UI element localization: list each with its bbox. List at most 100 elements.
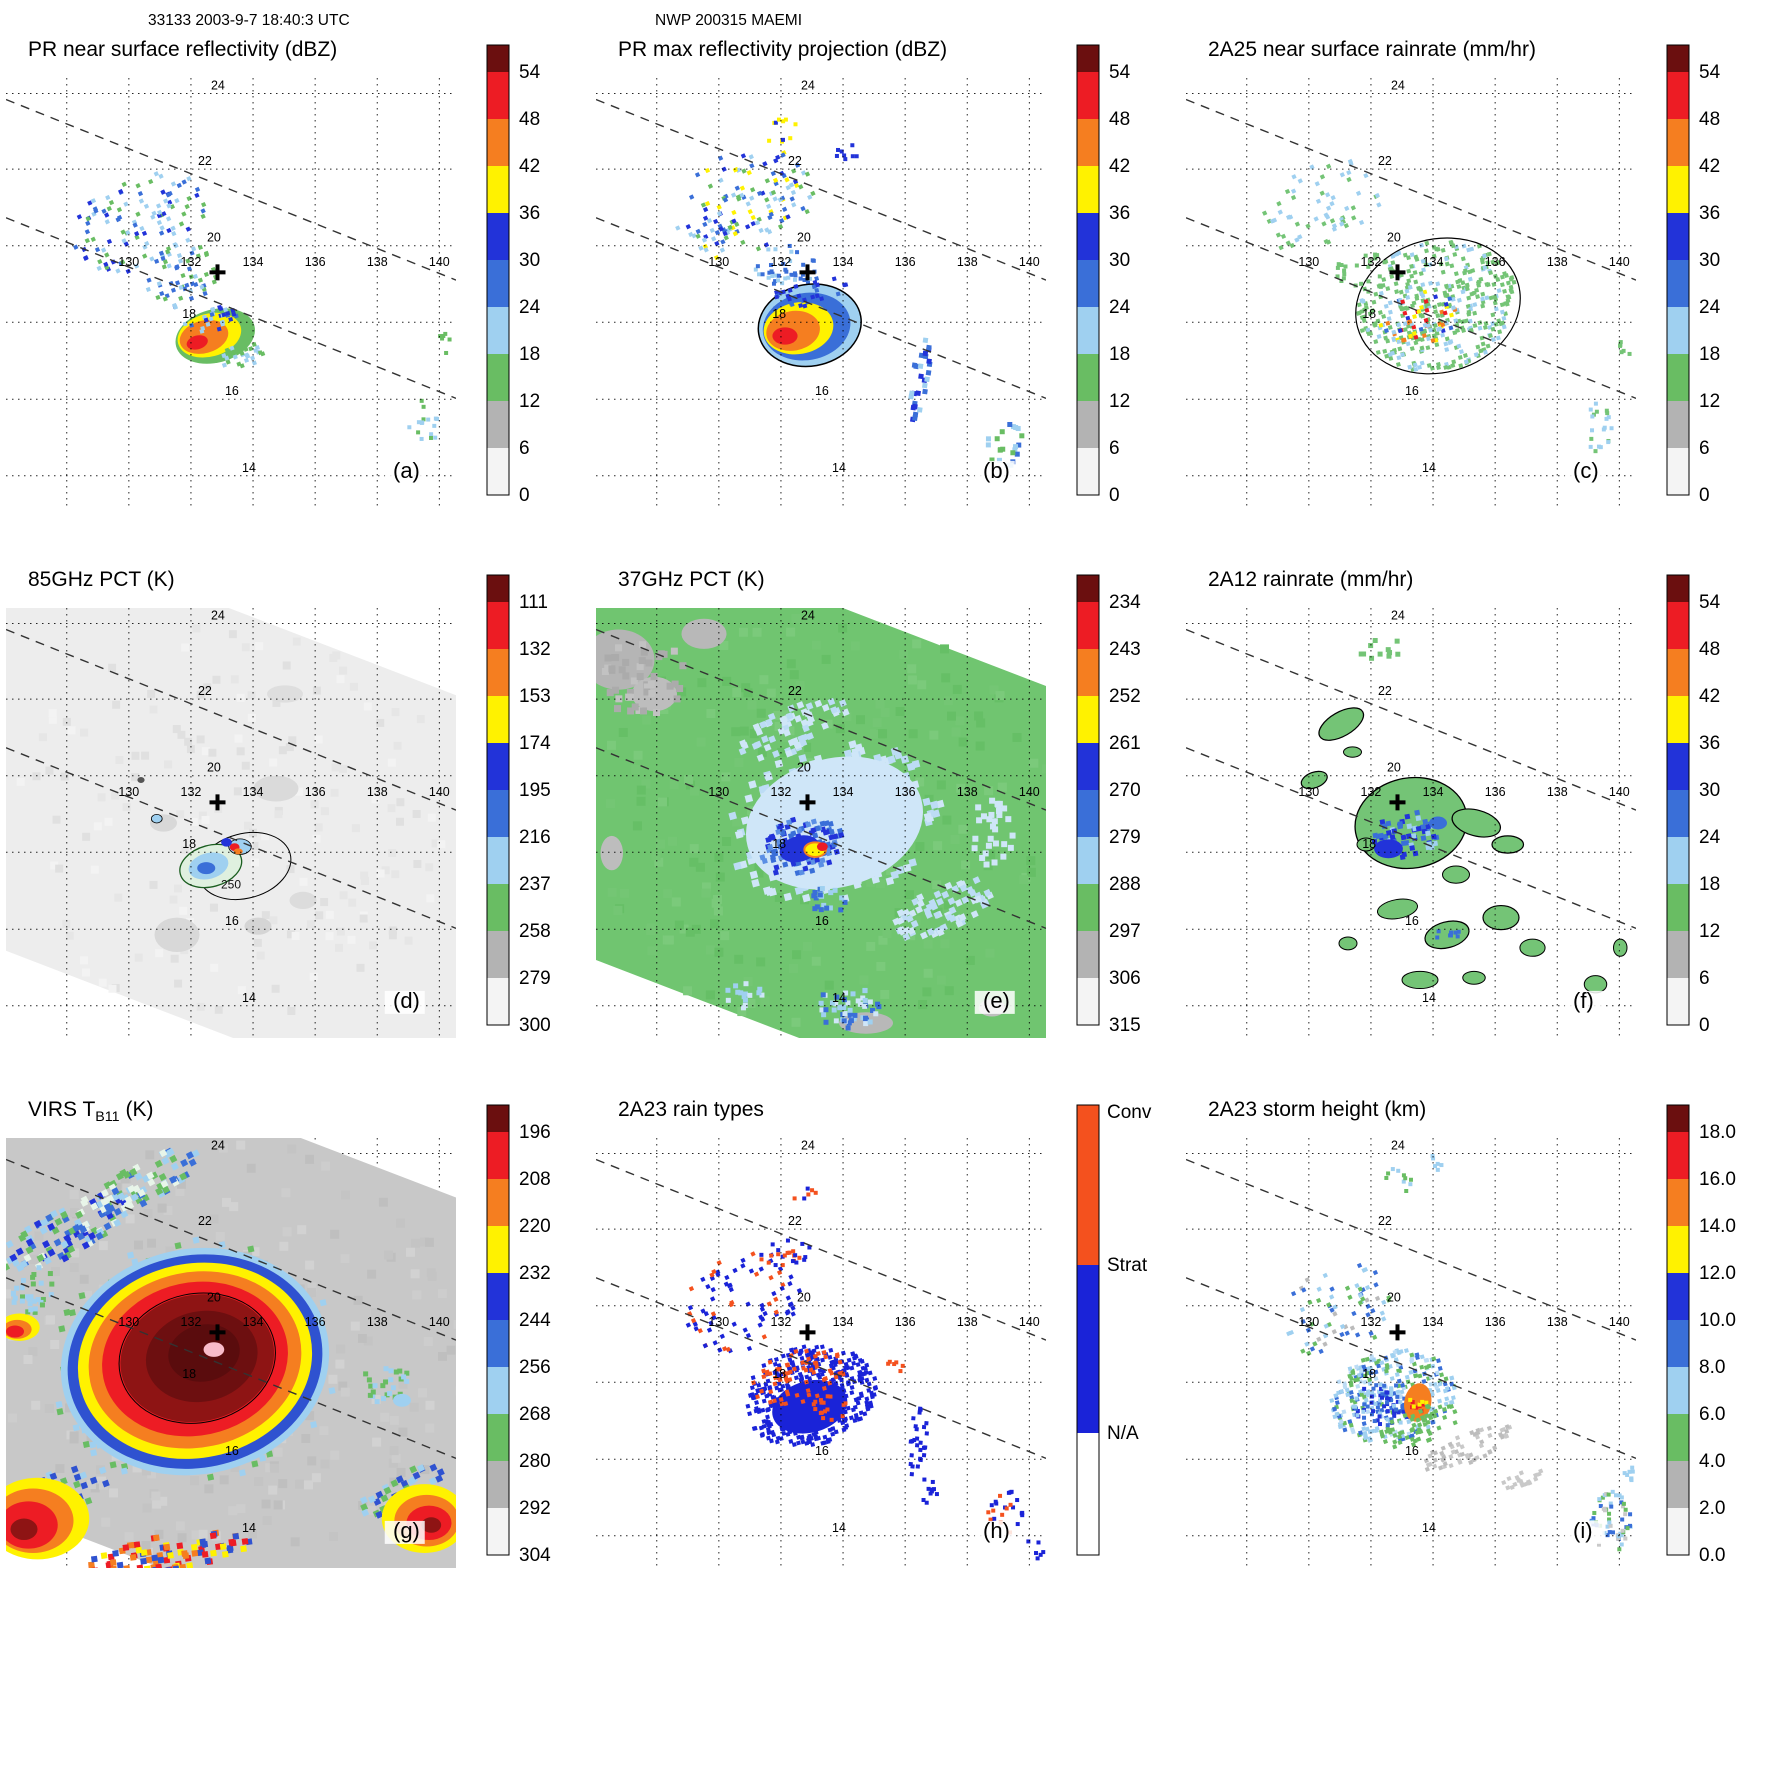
- colorbar-tick-label: N/A: [1107, 1423, 1139, 1444]
- lat-label: 22: [1378, 684, 1392, 698]
- lat-label: 16: [225, 914, 239, 928]
- lat-label: 24: [801, 1138, 815, 1152]
- map-canvas: 130 132 134 136 138 140 24 22 20 18 16 14 (c): [1186, 78, 1636, 508]
- lat-label: 24: [801, 78, 815, 92]
- colorbar-tick-label: 48: [1699, 639, 1720, 660]
- swath-edge-line: [1186, 628, 1636, 811]
- panel-title: PR max reflectivity projection (dBZ): [618, 38, 947, 65]
- panel-letter: (g): [393, 1518, 420, 1543]
- data-field: [73, 171, 452, 441]
- colorbar-tick-label: 36: [1699, 203, 1720, 224]
- colorbar-tick-label: 174: [519, 733, 551, 754]
- lon-label: 138: [957, 1315, 978, 1329]
- lon-label: 136: [895, 255, 916, 269]
- lon-label: 130: [118, 1315, 139, 1329]
- lat-label: 14: [832, 461, 846, 475]
- swath-edge-line: [596, 628, 1046, 811]
- grid-labels: 130 132 134 136 138 140 24 22 20 18 16 14: [118, 1138, 449, 1534]
- panel-letter: (f): [1573, 988, 1594, 1013]
- colorbar-tick-label: 54: [1109, 62, 1131, 83]
- panel-title-suffix: (K): [119, 1098, 154, 1121]
- lat-label: 24: [1391, 608, 1405, 622]
- swath-edge-line: [6, 217, 456, 399]
- swath-edge-line: [596, 217, 1046, 399]
- lon-label: 134: [1423, 1315, 1444, 1329]
- lat-label: 24: [801, 608, 815, 622]
- colorbar-tick-label: 315: [1109, 1015, 1141, 1036]
- swath-edge-line: [1186, 1158, 1636, 1341]
- storm-center-cross-marker: [799, 1324, 816, 1341]
- data-field: [1300, 637, 1628, 994]
- lat-label: 22: [788, 1214, 802, 1228]
- colorbar-tick-label: 42: [1699, 686, 1720, 707]
- lon-label: 138: [957, 255, 978, 269]
- colorbar-tick-label: 279: [519, 968, 551, 989]
- panel-letter: (i): [1573, 1518, 1593, 1543]
- lat-label: 18: [772, 307, 786, 321]
- lat-label: 18: [182, 837, 196, 851]
- lon-label: 132: [181, 785, 202, 799]
- lon-label: 132: [1361, 255, 1382, 269]
- panel-title-subscript: B11: [95, 1109, 120, 1126]
- lat-label: 20: [207, 1291, 221, 1305]
- colorbar-canvas: 54 48 42 36 30 24 18 12 6 0: [486, 44, 541, 506]
- storm-center-cross-marker: [1389, 1324, 1406, 1341]
- map-canvas: 130 132 134 136 138 140 24 22 20 18 16 14 (i): [1186, 1138, 1636, 1568]
- colorbar-tick-label: 54: [1699, 592, 1721, 613]
- colorbar-tick-label: 6: [1699, 968, 1710, 989]
- colorbar-tick-label: 10.0: [1699, 1310, 1736, 1331]
- storm-center-cross-marker: [799, 794, 816, 811]
- colorbar-tick-label: 243: [1109, 639, 1141, 660]
- lat-label: 18: [1362, 1367, 1376, 1381]
- panel-title-text: 85GHz PCT (K): [28, 568, 175, 591]
- colorbar-tick-label: 304: [519, 1545, 551, 1566]
- lon-label: 138: [367, 785, 388, 799]
- lon-label: 140: [1609, 785, 1630, 799]
- map-plot: 130 132 134 136 138 140 24 22 20 18 16 14 (b): [596, 78, 1046, 508]
- colorbar-tick-label: 12: [1699, 391, 1720, 412]
- panel-title-text: PR near surface reflectivity (dBZ): [28, 38, 338, 61]
- map-plot: 130 132 134 136 138 140 24 22 20 18 16 14 (e): [596, 608, 1046, 1038]
- data-field: [1286, 1153, 1635, 1552]
- colorbar-tick-label: 237: [519, 874, 551, 895]
- colorbar-tick-label: 14.0: [1699, 1216, 1736, 1237]
- lon-label: 138: [367, 255, 388, 269]
- lat-label: 20: [1387, 1291, 1401, 1305]
- colorbar-tick-label: 48: [1109, 109, 1130, 130]
- colorbar-tick-label: 24: [519, 297, 541, 318]
- lon-label: 134: [833, 785, 854, 799]
- colorbar-canvas: 18.0 16.0 14.0 12.0 10.0 8.0 6.0 4.0 2.0 0.0: [1666, 1104, 1736, 1566]
- colorbar-tick-label: 306: [1109, 968, 1141, 989]
- colorbar-tick-label: 16.0: [1699, 1169, 1736, 1190]
- swath-edge-line: [596, 1158, 1046, 1341]
- grid-labels: 130 132 134 136 138 140 24 22 20 18 16 14: [118, 78, 449, 474]
- lat-label: 24: [211, 608, 225, 622]
- lat-label: 18: [182, 307, 196, 321]
- map-canvas: 130 132 134 136 138 140 24 22 20 18 16 14 (f): [1186, 608, 1636, 1038]
- lat-label: 24: [1391, 1138, 1405, 1152]
- lat-label: 16: [225, 384, 239, 398]
- colorbar-tick-label: 54: [519, 62, 541, 83]
- lat-label: 14: [1422, 461, 1436, 475]
- lat-label: 14: [832, 991, 846, 1005]
- latlon-grid: [6, 78, 456, 508]
- map-plot: 130 132 134 136 138 140 24 22 20 18 16 14 (f): [1186, 608, 1636, 1038]
- lon-label: 136: [305, 255, 326, 269]
- colorbar-tick-label: 288: [1109, 874, 1141, 895]
- colorbar-tick-label: 54: [1699, 62, 1721, 83]
- panel-title-text: 2A23 storm height (km): [1208, 1098, 1427, 1121]
- colorbar-tick-label: 18: [1699, 874, 1720, 895]
- colorbar-tick-label: 0: [519, 485, 530, 506]
- lon-label: 140: [1609, 1315, 1630, 1329]
- panel-letter: (d): [393, 988, 420, 1013]
- panel-pr-near-surface-reflectivity: PR near surface reflectivity (dBZ) 130 13…: [0, 30, 590, 560]
- lon-label: 138: [367, 1315, 388, 1329]
- lat-label: 20: [797, 761, 811, 775]
- lon-label: 132: [771, 1315, 792, 1329]
- map-plot: 130 132 134 136 138 140 24 22 20 18 16 14 (a): [6, 78, 456, 508]
- lon-label: 130: [708, 255, 729, 269]
- lon-label: 138: [1547, 1315, 1568, 1329]
- lat-label: 14: [832, 1521, 846, 1535]
- storm-id-label: NWP 200315 MAEMI: [655, 12, 803, 29]
- lat-label: 18: [1362, 307, 1376, 321]
